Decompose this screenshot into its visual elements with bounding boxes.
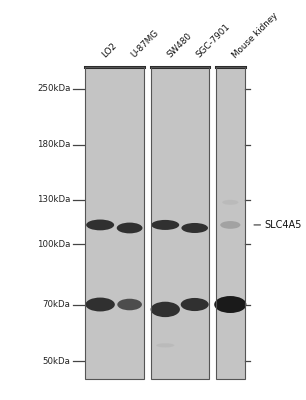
Ellipse shape: [156, 343, 174, 348]
FancyBboxPatch shape: [115, 67, 144, 379]
Text: 70kDa: 70kDa: [43, 300, 71, 309]
FancyBboxPatch shape: [216, 67, 245, 379]
FancyBboxPatch shape: [151, 67, 209, 379]
Ellipse shape: [181, 298, 209, 311]
Text: 130kDa: 130kDa: [37, 195, 71, 204]
FancyBboxPatch shape: [180, 67, 209, 379]
Text: Mouse kidney: Mouse kidney: [230, 11, 279, 60]
FancyBboxPatch shape: [216, 67, 245, 379]
FancyBboxPatch shape: [86, 67, 115, 379]
Text: SW480: SW480: [165, 32, 193, 60]
Text: LO2: LO2: [100, 42, 118, 60]
Ellipse shape: [151, 220, 179, 230]
Text: 250kDa: 250kDa: [37, 84, 71, 94]
Ellipse shape: [86, 220, 114, 230]
Text: U-87MG: U-87MG: [130, 29, 161, 60]
Ellipse shape: [117, 299, 142, 310]
Text: 100kDa: 100kDa: [37, 240, 71, 249]
Text: 180kDa: 180kDa: [37, 140, 71, 149]
Ellipse shape: [85, 298, 115, 312]
FancyBboxPatch shape: [151, 67, 180, 379]
Ellipse shape: [117, 222, 143, 233]
Text: SLC4A5: SLC4A5: [265, 220, 302, 230]
Ellipse shape: [181, 223, 208, 233]
Ellipse shape: [214, 296, 246, 313]
Ellipse shape: [222, 200, 238, 205]
Ellipse shape: [220, 221, 241, 229]
Text: 50kDa: 50kDa: [43, 357, 71, 366]
FancyBboxPatch shape: [85, 67, 144, 379]
Text: SGC-7901: SGC-7901: [195, 22, 232, 60]
Ellipse shape: [151, 302, 180, 317]
